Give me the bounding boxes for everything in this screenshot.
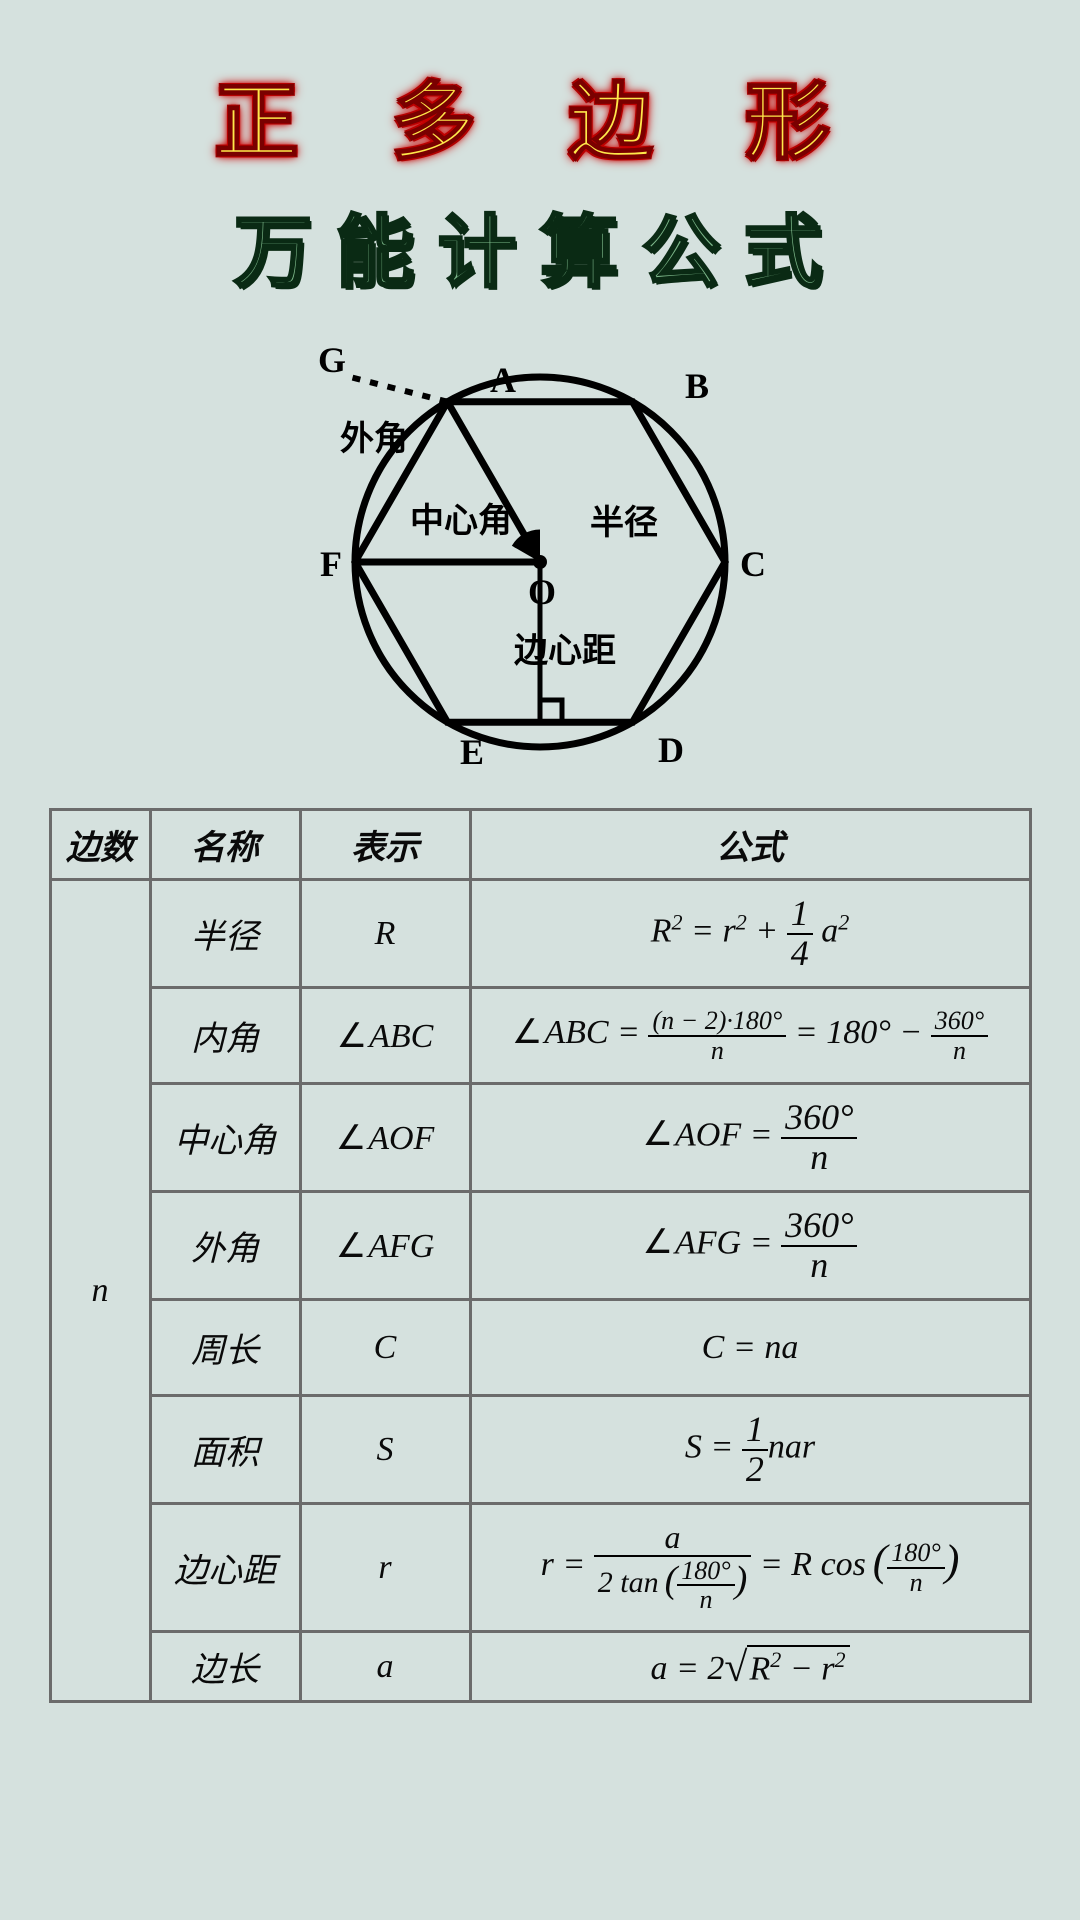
th-symbol: 表示 <box>300 810 470 880</box>
row-name: 边长 <box>150 1632 300 1702</box>
th-formula: 公式 <box>470 810 1030 880</box>
title-secondary: 万能计算公式 <box>234 190 846 302</box>
row-symbol: S <box>300 1396 470 1504</box>
vertex-F-label: F <box>320 544 342 584</box>
formula-table: 边数 名称 表示 公式 n 半径 R R2 = r2 + 14 a2 内角 <box>49 808 1032 1703</box>
table-row: 边心距 r r = a2 tan (180°n) = R cos (180°n) <box>50 1504 1030 1632</box>
row-formula: S = 12nar <box>470 1396 1030 1504</box>
row-name: 边心距 <box>150 1504 300 1632</box>
row-symbol: AOF <box>300 1084 470 1192</box>
label-exterior-angle: 外角 <box>340 420 408 458</box>
row-name: 半径 <box>150 880 300 988</box>
row-name: 中心角 <box>150 1084 300 1192</box>
row-name: 外角 <box>150 1192 300 1300</box>
vertex-C-label: C <box>740 544 766 584</box>
label-apothem: 边心距 <box>514 632 616 670</box>
row-formula: AOF = 360°n <box>470 1084 1030 1192</box>
row-symbol: a <box>300 1632 470 1702</box>
vertex-A-label: A <box>490 360 516 400</box>
row-formula: ABC = (n − 2)·180°n = 180° − 360°n <box>470 988 1030 1084</box>
table-row: 中心角 AOF AOF = 360°n <box>50 1084 1030 1192</box>
row-name: 内角 <box>150 988 300 1084</box>
row-name: 面积 <box>150 1396 300 1504</box>
th-sides: 边数 <box>50 810 150 880</box>
row-symbol: R <box>300 880 470 988</box>
row-formula: a = 2√R2 − r2 <box>470 1632 1030 1702</box>
label-radius: 半径 <box>590 504 658 542</box>
vertex-G-label: G <box>318 340 346 380</box>
vertex-O-label: O <box>528 572 556 612</box>
row-formula: R2 = r2 + 14 a2 <box>470 880 1030 988</box>
row-formula: AFG = 360°n <box>470 1192 1030 1300</box>
table-row: 面积 S S = 12nar <box>50 1396 1030 1504</box>
title-primary: 正 多 边 形 <box>214 55 865 176</box>
table-row: 边长 a a = 2√R2 − r2 <box>50 1632 1030 1702</box>
row-name: 周长 <box>150 1300 300 1396</box>
sides-n-cell: n <box>50 880 150 1702</box>
row-symbol: ABC <box>300 988 470 1084</box>
table-row: 内角 ABC ABC = (n − 2)·180°n = 180° − 360°… <box>50 988 1030 1084</box>
table-row: 周长 C C = na <box>50 1300 1030 1396</box>
table-row: n 半径 R R2 = r2 + 14 a2 <box>50 880 1030 988</box>
row-formula: r = a2 tan (180°n) = R cos (180°n) <box>470 1504 1030 1632</box>
row-symbol: C <box>300 1300 470 1396</box>
vertex-D-label: D <box>658 730 684 770</box>
th-name: 名称 <box>150 810 300 880</box>
hexagon-diagram: A B C D E F G O 外角 中心角 半径 边心距 <box>240 302 840 802</box>
table-row: 外角 AFG AFG = 360°n <box>50 1192 1030 1300</box>
label-central-angle: 中心角 <box>410 502 512 540</box>
row-formula: C = na <box>470 1300 1030 1396</box>
vertex-E-label: E <box>460 732 484 772</box>
row-symbol: r <box>300 1504 470 1632</box>
vertex-B-label: B <box>685 366 709 406</box>
table-header-row: 边数 名称 表示 公式 <box>50 810 1030 880</box>
row-symbol: AFG <box>300 1192 470 1300</box>
